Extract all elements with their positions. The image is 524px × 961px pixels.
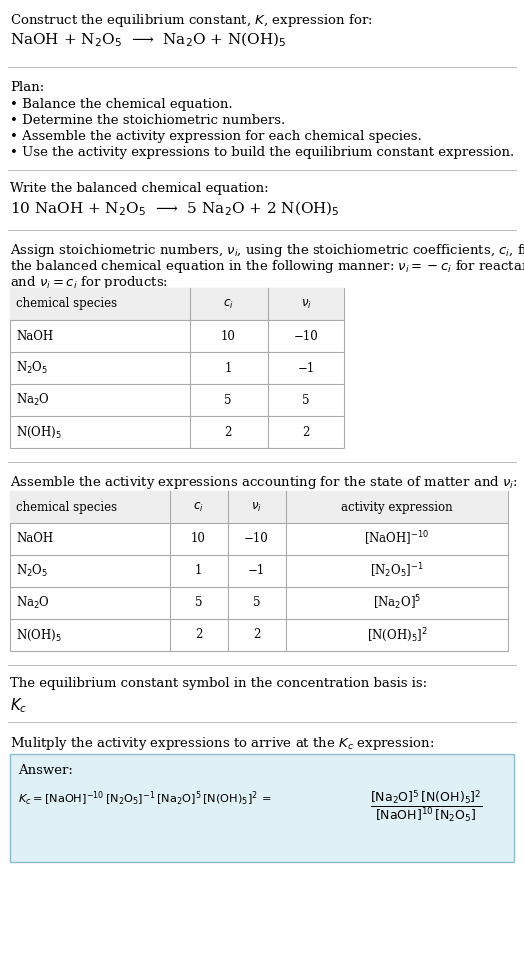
Text: • Assemble the activity expression for each chemical species.: • Assemble the activity expression for e… xyxy=(10,130,422,143)
Text: $c_i$: $c_i$ xyxy=(193,501,204,513)
Text: 10 NaOH + N$_2$O$_5$  ⟶  5 Na$_2$O + 2 N(OH)$_5$: 10 NaOH + N$_2$O$_5$ ⟶ 5 Na$_2$O + 2 N(O… xyxy=(10,200,340,218)
Text: −1: −1 xyxy=(298,361,314,375)
Text: Assign stoichiometric numbers, $\nu_i$, using the stoichiometric coefficients, $: Assign stoichiometric numbers, $\nu_i$, … xyxy=(10,242,524,259)
Text: $\nu_i$: $\nu_i$ xyxy=(251,501,262,513)
Text: $K_c$: $K_c$ xyxy=(10,696,27,715)
Text: 2: 2 xyxy=(253,628,260,642)
Text: NaOH: NaOH xyxy=(16,532,53,546)
Text: −10: −10 xyxy=(293,330,319,342)
Text: NaOH + N$_2$O$_5$  ⟶  Na$_2$O + N(OH)$_5$: NaOH + N$_2$O$_5$ ⟶ Na$_2$O + N(OH)$_5$ xyxy=(10,31,287,49)
Text: [NaOH]$^{-10}$: [NaOH]$^{-10}$ xyxy=(364,530,430,548)
Text: Na$_2$O: Na$_2$O xyxy=(16,392,50,408)
Text: NaOH: NaOH xyxy=(16,330,53,342)
Text: Write the balanced chemical equation:: Write the balanced chemical equation: xyxy=(10,182,269,195)
Text: N(OH)$_5$: N(OH)$_5$ xyxy=(16,628,62,643)
Text: [N(OH)$_5$]$^2$: [N(OH)$_5$]$^2$ xyxy=(367,627,428,644)
Text: 1: 1 xyxy=(224,361,232,375)
Text: 5: 5 xyxy=(253,597,260,609)
Text: 5: 5 xyxy=(302,393,310,407)
Text: 5: 5 xyxy=(224,393,232,407)
Text: 2: 2 xyxy=(195,628,202,642)
Text: Mulitply the activity expressions to arrive at the $K_c$ expression:: Mulitply the activity expressions to arr… xyxy=(10,735,434,752)
Bar xyxy=(10,491,508,523)
Text: chemical species: chemical species xyxy=(16,501,117,513)
Text: • Balance the chemical equation.: • Balance the chemical equation. xyxy=(10,98,233,111)
Text: chemical species: chemical species xyxy=(16,298,117,310)
Text: activity expression: activity expression xyxy=(341,501,453,513)
Bar xyxy=(10,288,344,448)
Text: Na$_2$O: Na$_2$O xyxy=(16,595,50,611)
Text: $K_c = [\mathrm{NaOH}]^{-10} \, [\mathrm{N_2O_5}]^{-1} \, [\mathrm{Na_2O}]^{5} \: $K_c = [\mathrm{NaOH}]^{-10} \, [\mathrm… xyxy=(18,790,271,808)
Text: 2: 2 xyxy=(224,426,232,438)
Text: N$_2$O$_5$: N$_2$O$_5$ xyxy=(16,360,48,376)
Text: N(OH)$_5$: N(OH)$_5$ xyxy=(16,425,62,439)
Text: 10: 10 xyxy=(191,532,206,546)
Text: 2: 2 xyxy=(302,426,310,438)
Text: $\dfrac{[\mathrm{Na_2O}]^5 \, [\mathrm{N(OH)_5}]^2}{[\mathrm{NaOH}]^{10} \, [\ma: $\dfrac{[\mathrm{Na_2O}]^5 \, [\mathrm{N… xyxy=(370,788,483,824)
Text: the balanced chemical equation in the following manner: $\nu_i = -c_i$ for react: the balanced chemical equation in the fo… xyxy=(10,258,524,275)
Text: −10: −10 xyxy=(244,532,269,546)
Text: 5: 5 xyxy=(195,597,202,609)
Text: N$_2$O$_5$: N$_2$O$_5$ xyxy=(16,563,48,579)
Text: Answer:: Answer: xyxy=(18,764,73,777)
Text: 1: 1 xyxy=(195,564,202,578)
Text: Assemble the activity expressions accounting for the state of matter and $\nu_i$: Assemble the activity expressions accoun… xyxy=(10,474,518,491)
Text: Construct the equilibrium constant, $K$, expression for:: Construct the equilibrium constant, $K$,… xyxy=(10,12,373,29)
Text: and $\nu_i = c_i$ for products:: and $\nu_i = c_i$ for products: xyxy=(10,274,168,291)
Text: • Use the activity expressions to build the equilibrium constant expression.: • Use the activity expressions to build … xyxy=(10,146,514,159)
Text: $c_i$: $c_i$ xyxy=(223,298,233,310)
Bar xyxy=(10,288,344,320)
Text: Plan:: Plan: xyxy=(10,81,44,94)
Text: $\nu_i$: $\nu_i$ xyxy=(301,298,311,310)
Bar xyxy=(10,491,508,651)
Text: 10: 10 xyxy=(221,330,235,342)
Text: • Determine the stoichiometric numbers.: • Determine the stoichiometric numbers. xyxy=(10,114,285,127)
Text: −1: −1 xyxy=(248,564,265,578)
Text: [N$_2$O$_5$]$^{-1}$: [N$_2$O$_5$]$^{-1}$ xyxy=(370,561,424,580)
Text: [Na$_2$O]$^5$: [Na$_2$O]$^5$ xyxy=(373,594,421,612)
Bar xyxy=(10,754,514,862)
Text: The equilibrium constant symbol in the concentration basis is:: The equilibrium constant symbol in the c… xyxy=(10,677,427,690)
